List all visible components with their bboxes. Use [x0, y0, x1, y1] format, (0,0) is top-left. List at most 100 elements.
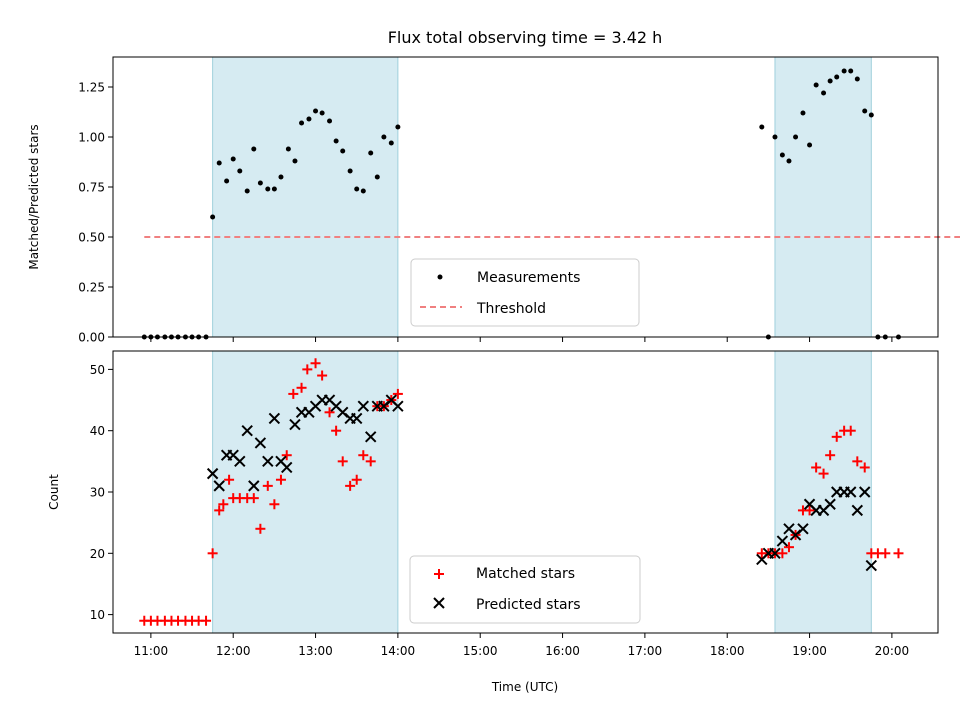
measurement-point — [862, 108, 868, 114]
measurement-point — [319, 110, 325, 116]
bottom-xtick-label-6: 17:00 — [628, 644, 663, 658]
bottom-xtick-label-7: 18:00 — [710, 644, 745, 658]
matched-star-point — [269, 499, 280, 510]
measurement-point — [230, 156, 236, 162]
top-ytick-label-5: 1.25 — [78, 81, 105, 95]
bottom-observing-window-1 — [212, 351, 398, 633]
bottom-xtick-label-8: 19:00 — [792, 644, 827, 658]
matched-star-point — [262, 480, 273, 491]
measurement-point — [327, 118, 333, 124]
measurement-point — [237, 168, 243, 174]
bottom-ytick-label-0: 10 — [90, 608, 105, 622]
measurement-point — [800, 110, 806, 116]
matched-star-point — [825, 450, 836, 461]
matched-star-point — [804, 505, 815, 516]
top-ylabel: Matched/Predicted stars — [27, 124, 41, 269]
predicted-star-point — [248, 480, 260, 492]
measurement-point — [216, 160, 222, 166]
matched-star-point — [317, 370, 328, 381]
matched-star-point — [358, 450, 369, 461]
matched-star-point — [207, 548, 218, 559]
bottom-xtick-label-9: 20:00 — [875, 644, 910, 658]
predicted-star-point — [357, 400, 370, 412]
measurement-point — [834, 74, 840, 80]
measurement-point — [841, 68, 847, 74]
matched-star-point — [201, 615, 212, 626]
matched-star-point — [331, 425, 342, 436]
matched-star-point — [351, 474, 362, 485]
measurement-point — [360, 188, 366, 194]
measurement-point — [224, 178, 230, 184]
matched-star-point — [818, 468, 829, 479]
matched-star-point — [880, 548, 891, 559]
measurement-point — [868, 112, 874, 118]
predicted-star-point — [213, 480, 225, 492]
matched-star-point — [302, 364, 313, 375]
matched-star-point — [893, 548, 904, 559]
measurement-point — [265, 186, 271, 192]
top-legend-frame — [410, 258, 640, 327]
measurement-point — [244, 188, 250, 194]
measurement-point — [786, 158, 792, 164]
measurement-point — [299, 120, 305, 126]
measurement-point — [333, 138, 339, 144]
predicted-star-point — [254, 437, 267, 449]
measurement-point — [285, 146, 291, 152]
bottom-ytick-label-4: 50 — [90, 363, 105, 377]
bottom-ylabel: Count — [47, 474, 61, 510]
measurement-point — [813, 82, 819, 88]
matched-star-point — [831, 431, 842, 442]
measurement-point — [354, 186, 360, 192]
predicted-legend-marker — [433, 597, 445, 609]
matched-star-point — [218, 499, 229, 510]
top-observing-window-1 — [212, 57, 398, 337]
measurement-point — [313, 108, 319, 114]
matched-star-point — [275, 474, 286, 485]
measurement-point — [257, 180, 263, 186]
bottom-xlabel: Time (UTC) — [491, 680, 558, 694]
measurement-point — [807, 142, 813, 148]
bottom-xtick-label-1: 12:00 — [216, 644, 251, 658]
matched-star-point — [783, 542, 794, 553]
matched-legend-marker — [434, 569, 444, 579]
bottom-xtick-label-0: 11:00 — [134, 644, 169, 658]
bottom-legend-frame — [409, 555, 641, 624]
top-ytick-label-2: 0.50 — [78, 231, 105, 245]
measurement-point — [772, 134, 778, 140]
measurement-point — [854, 76, 860, 82]
predicted-star-point — [281, 461, 293, 474]
measurement-point — [779, 152, 785, 158]
predicted-star-point — [865, 559, 878, 572]
star-count-panel: Count Time (UTC) 11:00 12:00 13:00 14:00 15:… — [47, 350, 939, 694]
predicted-star-point — [289, 418, 301, 431]
bottom-ytick-label-3: 40 — [90, 424, 105, 438]
predicted-star-point — [845, 486, 857, 498]
matched-star-point — [281, 450, 292, 461]
bottom-xtick-label-5: 16:00 — [545, 644, 580, 658]
measurement-point — [395, 124, 401, 130]
measurement-point — [827, 78, 833, 84]
chart-title: Flux total observing time = 3.42 h — [388, 28, 663, 47]
measurement-point — [381, 134, 387, 140]
measurement-point — [271, 186, 277, 192]
bottom-xtick-label-3: 14:00 — [381, 644, 416, 658]
predicted-star-point — [241, 424, 253, 437]
predicted-star-point — [851, 504, 864, 517]
legend-threshold: Threshold — [476, 301, 546, 317]
matched-star-point — [777, 548, 788, 559]
predicted-star-point — [268, 412, 281, 425]
measurement-point — [278, 174, 284, 180]
bottom-legend: Matched stars Predicted stars — [409, 555, 641, 624]
measurements-legend-marker — [437, 274, 443, 280]
matched-star-point — [392, 388, 403, 399]
predicted-star-point — [797, 523, 809, 535]
top-ytick-label-1: 0.25 — [78, 281, 105, 295]
matched-star-point — [852, 456, 863, 467]
measurement-point — [210, 214, 216, 220]
matched-star-point — [214, 505, 225, 516]
predicted-star-point — [859, 486, 871, 498]
top-ytick-label-3: 0.75 — [78, 181, 105, 195]
predicted-star-point — [365, 431, 377, 443]
predicted-star-point — [234, 455, 246, 468]
matched-star-point — [248, 493, 259, 504]
